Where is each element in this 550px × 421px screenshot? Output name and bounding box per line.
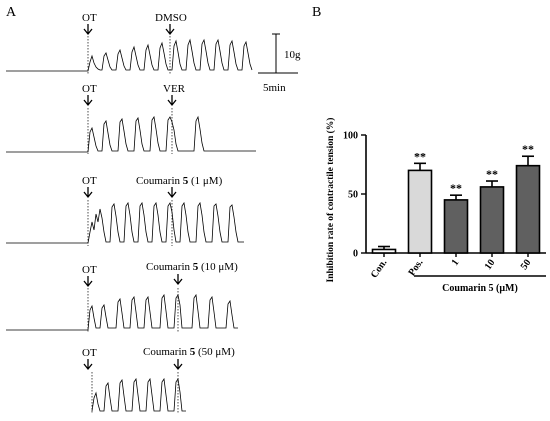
x-tick-label: 50 (519, 257, 534, 272)
bar-con (371, 248, 397, 254)
trace-ver: OT VER (6, 83, 256, 154)
trace-1-ot-arrow-icon (83, 24, 93, 36)
trace-3-ot-label: OT (82, 175, 97, 187)
significance-marker: ** (522, 142, 534, 156)
x-tick-label: Con. (369, 257, 390, 280)
trace-4-waveform (6, 293, 238, 331)
trace-5-waveform (91, 377, 186, 412)
trace-2-ot-label: OT (82, 83, 97, 95)
trace-3-treatment-label: Coumarin 5 (1 μM) (136, 175, 223, 187)
trace-2-ot-arrow-icon (83, 95, 93, 107)
y-tick-label: 50 (348, 190, 358, 201)
significance-marker: ** (414, 149, 426, 163)
trace-1-ot-label: OT (82, 12, 97, 24)
trace-3-ot-arrow-icon (83, 187, 93, 199)
bar-10 (479, 186, 505, 254)
trace-5-ot-label: OT (82, 347, 97, 359)
trace-coumarin-50: OT Coumarin 5 (50 μM) (82, 346, 235, 414)
trace-5-treatment-arrow-icon (173, 359, 183, 371)
panel-a-label: A (6, 5, 17, 20)
significance-marker: ** (486, 167, 498, 181)
y-tick-label: 0 (353, 249, 358, 260)
panel-b: B Inhibition rate of contractile tension… (312, 5, 546, 294)
trace-5-ot-arrow-icon (83, 359, 93, 371)
trace-coumarin-10: OT Coumarin 5 (10 μM) (6, 261, 238, 332)
trace-1-dmso-label: DMSO (155, 12, 187, 24)
bar-50 (515, 164, 541, 254)
y-tick-label: 100 (343, 131, 358, 142)
panel-a: A 10g 5min OT DMSO OT (6, 5, 301, 414)
trace-4-ot-label: OT (82, 264, 97, 276)
trace-4-treatment-label: Coumarin 5 (10 μM) (146, 261, 238, 273)
trace-3-waveform (6, 201, 244, 244)
scale-bar: 10g 5min (258, 33, 301, 94)
trace-5-treatment-label: Coumarin 5 (50 μM) (143, 346, 235, 358)
scale-tension-label: 10g (284, 49, 301, 61)
group-label: Coumarin 5 (μM) (442, 283, 518, 294)
trace-2-ver-label: VER (163, 83, 186, 95)
trace-coumarin-1: OT Coumarin 5 (1 μM) (6, 175, 244, 246)
y-axis-label: Inhibition rate of contractile tension (… (325, 118, 336, 283)
x-tick-label: Pos. (406, 257, 425, 278)
scale-time-label: 5min (263, 82, 286, 94)
bar-pos (407, 169, 433, 254)
trace-4-treatment-arrow-icon (173, 274, 183, 286)
trace-2-ver-arrow-icon (167, 95, 177, 107)
bar-1 (443, 199, 469, 254)
panel-b-label: B (312, 5, 321, 20)
significance-marker: ** (450, 181, 462, 195)
trace-4-ot-arrow-icon (83, 276, 93, 288)
trace-1-dmso-arrow-icon (165, 24, 175, 36)
trace-3-treatment-arrow-icon (167, 187, 177, 199)
x-tick-label: 1 (450, 257, 462, 267)
group-label-text: Coumarin 5 (μM) (442, 283, 518, 294)
trace-2-waveform (6, 115, 256, 153)
x-tick-label: 10 (483, 257, 498, 272)
bar-chart: 0 50 100 Con. ** Pos. ** 1 ** 10 ** 50 (343, 131, 546, 280)
trace-dmso: OT DMSO (6, 12, 253, 74)
trace-1-waveform (6, 38, 253, 72)
